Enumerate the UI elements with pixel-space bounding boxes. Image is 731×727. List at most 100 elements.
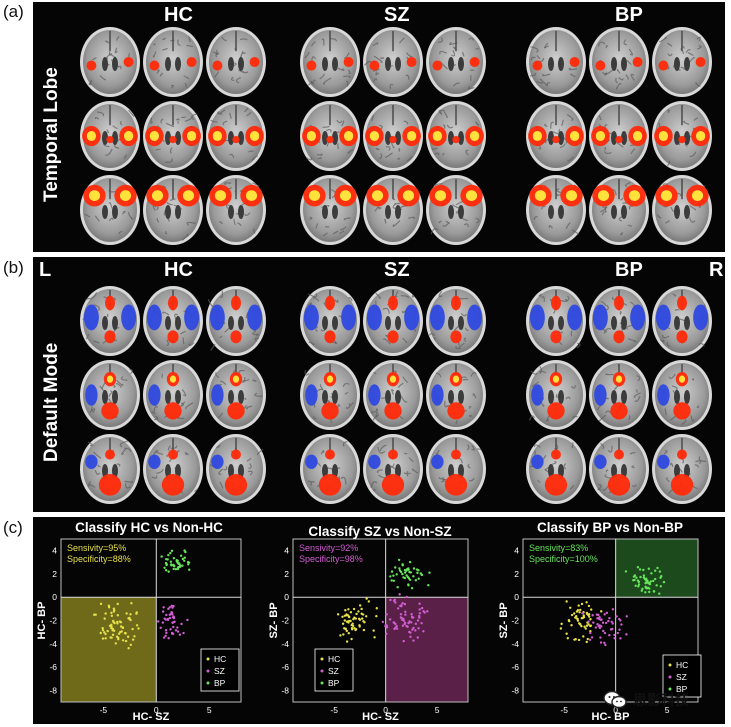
data-point [398, 567, 401, 570]
data-point [418, 612, 422, 615]
data-point [394, 601, 397, 604]
data-point [401, 572, 404, 576]
data-point [428, 571, 431, 574]
default-mode-label: Default Mode [41, 342, 62, 462]
brain-slice [80, 286, 140, 356]
brain-slice [426, 434, 486, 504]
data-point [350, 626, 354, 630]
data-point [169, 628, 172, 631]
data-point [653, 569, 657, 572]
data-point [580, 624, 583, 628]
data-point [133, 635, 136, 638]
data-point [167, 570, 170, 573]
data-point [106, 629, 109, 633]
data-point [600, 618, 603, 621]
data-point [392, 579, 395, 583]
data-point [345, 640, 349, 643]
panel-label-b: (b) [3, 258, 24, 277]
data-point [385, 613, 388, 616]
data-point [355, 612, 358, 616]
data-point [635, 576, 638, 579]
data-point [396, 585, 399, 589]
data-point [599, 641, 603, 644]
data-point [174, 629, 178, 632]
legend-label: SZ [214, 666, 225, 676]
data-point [163, 566, 166, 570]
data-point [395, 624, 398, 628]
y-tick-label: -4 [511, 639, 519, 649]
data-point [167, 553, 170, 557]
legend-marker [206, 681, 210, 685]
data-point [165, 613, 168, 617]
data-point [129, 643, 133, 647]
data-point [114, 642, 118, 645]
data-point [129, 613, 132, 616]
brain-slice [300, 286, 360, 356]
brain-slice [526, 360, 586, 430]
data-point [648, 590, 651, 594]
data-point [347, 631, 350, 635]
y-axis-label: HC- BP [36, 602, 48, 640]
data-point [565, 632, 568, 635]
data-point [608, 633, 611, 637]
data-point [581, 611, 584, 615]
scatter-svg-sz: 4 2 0 -2 -4 -6 -8 -5 0 5 HC- SZ SZ- BP Sensivity=92%… [268, 538, 469, 723]
data-point [188, 568, 191, 571]
brain-slice [80, 101, 140, 171]
data-point [394, 622, 397, 626]
data-point [110, 623, 113, 627]
data-point [634, 584, 637, 587]
data-point [619, 619, 622, 622]
data-point [662, 580, 666, 584]
data-point [131, 638, 135, 641]
data-point [620, 623, 623, 626]
data-point [420, 622, 423, 625]
brain-slice [143, 27, 203, 97]
data-point [116, 620, 119, 624]
data-point [417, 577, 420, 580]
brain-slice [300, 175, 360, 245]
data-point [173, 620, 176, 623]
data-point [611, 627, 614, 631]
data-point [598, 626, 602, 630]
legend-label: SZ [676, 672, 687, 682]
brain-slice [206, 360, 266, 430]
brain-slice [589, 101, 649, 171]
data-point [172, 625, 175, 629]
scatter-svg-hc: 4 2 0 -2 -4 -6 -8 -5 0 5 HC- SZ HC- BP Sensivity=95%… [36, 538, 242, 723]
brain-slice [526, 434, 586, 504]
y-tick-label: -2 [511, 616, 519, 626]
data-point [166, 617, 170, 621]
data-point [345, 613, 348, 616]
data-point [174, 567, 178, 571]
data-point [582, 635, 585, 638]
data-point [360, 617, 364, 620]
data-point [605, 611, 609, 615]
data-point [604, 621, 608, 625]
data-point [613, 637, 616, 640]
x-tick-label: 5 [665, 705, 670, 715]
data-point [365, 597, 368, 600]
brain-slice [526, 175, 586, 245]
left-marker: L [39, 259, 52, 281]
data-point [183, 556, 186, 559]
brain-slice [80, 360, 140, 430]
stat-label: Sensivity=83% [529, 543, 588, 553]
data-point [161, 621, 165, 624]
data-point [637, 585, 640, 588]
data-point [347, 615, 351, 618]
data-point [649, 580, 652, 583]
data-point [418, 602, 421, 605]
data-point [120, 630, 123, 633]
data-point [343, 619, 346, 622]
data-point [409, 635, 412, 639]
data-point [412, 639, 415, 642]
y-tick-label: -8 [511, 685, 519, 695]
data-point [416, 571, 419, 575]
data-point [411, 616, 415, 619]
data-point [169, 560, 173, 563]
data-point [570, 624, 573, 627]
data-point [354, 628, 358, 631]
group-label-hc: HC [164, 259, 193, 281]
data-point [641, 587, 644, 591]
